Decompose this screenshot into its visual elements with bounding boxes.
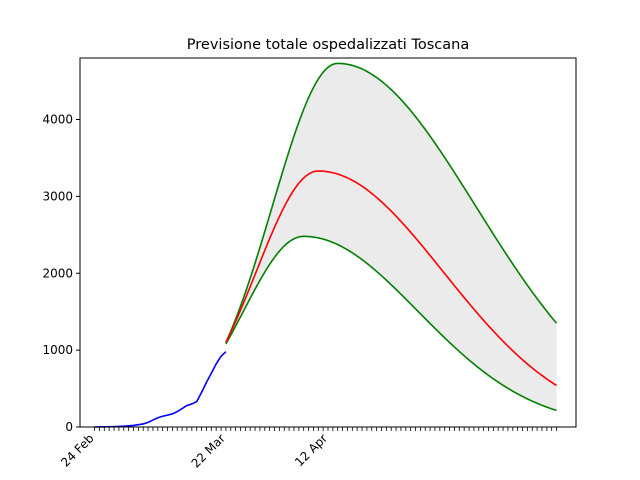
y-tick-label: 0 xyxy=(65,420,73,434)
observed-series-line xyxy=(94,351,227,428)
y-tick-label: 1000 xyxy=(42,343,73,357)
y-tick-label: 2000 xyxy=(42,266,73,280)
forecast-lower-line xyxy=(225,235,557,412)
x-tick-label: 22 Mar xyxy=(189,431,228,470)
chart-title: Previsione totale ospedalizzati Toscana xyxy=(187,37,469,53)
x-tick-label: 12 Apr xyxy=(292,431,330,469)
forecast-central-line xyxy=(225,170,557,387)
y-tick-label: 3000 xyxy=(42,189,73,203)
forecast-upper-line xyxy=(225,62,558,343)
y-tick-label: 4000 xyxy=(42,113,73,127)
x-tick-label: 24 Feb xyxy=(58,431,96,469)
forecast-confidence-band xyxy=(225,63,557,411)
